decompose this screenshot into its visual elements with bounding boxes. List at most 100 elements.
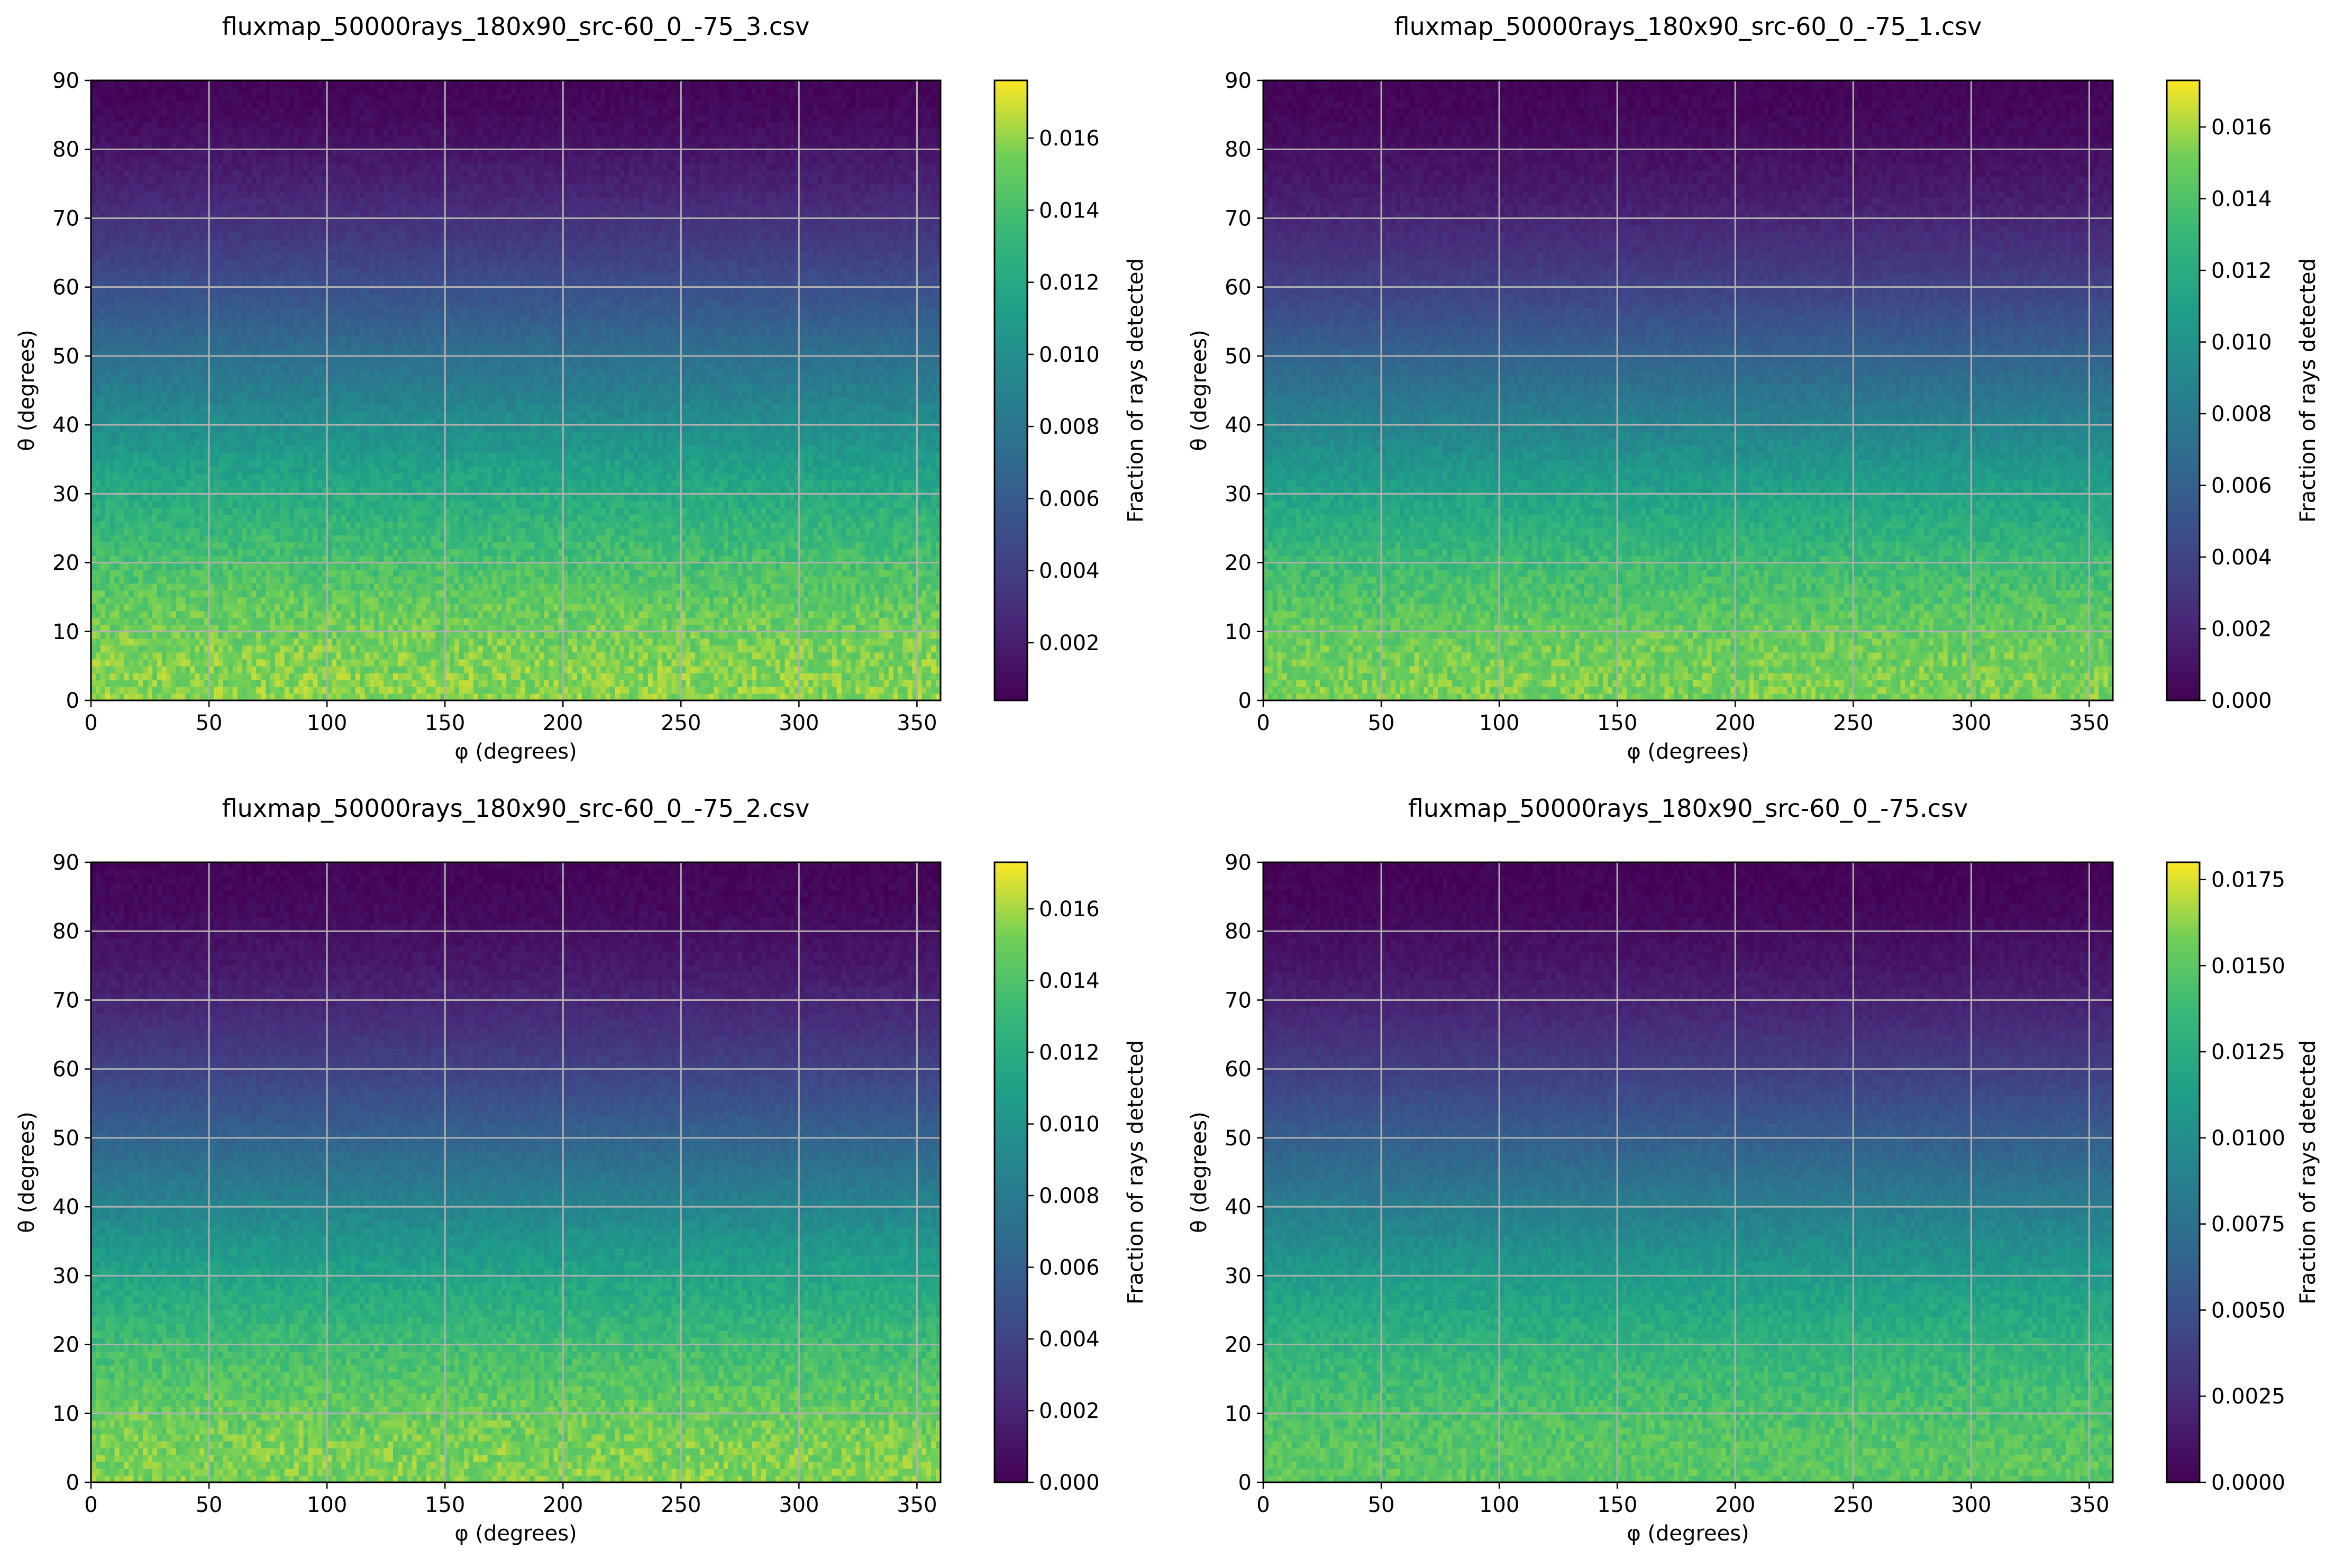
heatmap-cell [157, 673, 162, 680]
heatmap-cell [270, 659, 276, 667]
heatmap-cell [747, 645, 752, 653]
heatmap-cell [101, 645, 106, 653]
heatmap-cell [511, 659, 516, 667]
heatmap-cell [450, 659, 455, 667]
heatmap-cell [695, 666, 700, 673]
heatmap-cell [785, 680, 790, 687]
heatmap-cell [832, 687, 837, 694]
heatmap-cell [700, 652, 705, 660]
heatmap-cell [908, 666, 913, 673]
heatmap-cell [308, 645, 313, 653]
heatmap-cell [808, 652, 814, 660]
heatmap-cell [256, 673, 261, 680]
heatmap-cell [110, 652, 115, 660]
heatmap-cell [742, 659, 747, 667]
heatmap-cell [667, 645, 672, 653]
heatmap-cell [922, 680, 927, 687]
heatmap-cell [776, 680, 781, 687]
heatmap-cell [369, 673, 375, 680]
heatmap-cell [422, 659, 427, 667]
heatmap-cell [487, 652, 492, 660]
heatmap-cell [120, 652, 125, 660]
heatmap-cell [761, 659, 767, 667]
heatmap-cell [776, 687, 781, 694]
heatmap-cell [317, 645, 323, 653]
heatmap-cell [435, 652, 441, 660]
heatmap-cell [587, 666, 592, 673]
heatmap-cell [591, 659, 597, 667]
heatmap-cell [157, 680, 162, 687]
heatmap-cell [417, 659, 422, 667]
heatmap-cell [922, 666, 927, 673]
heatmap-cell [544, 687, 550, 694]
heatmap-cell [648, 652, 653, 660]
heatmap-cell [827, 687, 833, 694]
heatmap-cell [238, 645, 243, 653]
heatmap-cell [870, 680, 875, 687]
heatmap-cell [922, 673, 927, 680]
heatmap-cell [143, 680, 148, 687]
heatmap-cell [148, 645, 153, 653]
heatmap-cell [714, 666, 719, 673]
heatmap-cell [842, 673, 847, 680]
heatmap-cell [658, 687, 663, 694]
heatmap-cell [606, 673, 611, 680]
heatmap-cell [724, 673, 729, 680]
heatmap-cell [454, 680, 460, 687]
heatmap-cell [709, 652, 715, 660]
heatmap-cell [96, 659, 101, 667]
heatmap-cell [251, 673, 257, 680]
heatmap-cell [256, 687, 261, 694]
heatmap-cell [752, 673, 757, 680]
heatmap-cell [893, 659, 899, 667]
heatmap-cell [549, 687, 554, 694]
heatmap-cell [926, 666, 932, 673]
heatmap-cell [742, 652, 747, 660]
heatmap-cell [223, 659, 229, 667]
heatmap-cell [317, 673, 323, 680]
heatmap-cell [431, 659, 436, 667]
heatmap-cell [223, 680, 229, 687]
heatmap-cell [879, 687, 884, 694]
heatmap-cell [501, 659, 507, 667]
heatmap-cell [120, 659, 125, 667]
heatmap-cell [412, 673, 417, 680]
heatmap-cell [285, 687, 290, 694]
heatmap-cell [544, 645, 550, 653]
heatmap-cell [752, 687, 757, 694]
heatmap-cell [317, 680, 323, 687]
heatmap-cell [506, 652, 512, 660]
heatmap-cell [908, 673, 913, 680]
heatmap-cell [223, 673, 229, 680]
heatmap-cell [624, 645, 630, 653]
heatmap-cell [403, 673, 408, 680]
heatmap-cell [709, 673, 715, 680]
heatmap-cell [185, 680, 190, 687]
heatmap-cell [568, 687, 573, 694]
heatmap-cell [233, 645, 238, 653]
heatmap-cell [332, 652, 337, 660]
heatmap-cell [695, 659, 700, 667]
heatmap-cell [105, 687, 111, 694]
heatmap-cell [398, 652, 403, 660]
heatmap-cell [511, 680, 516, 687]
heatmap-cell [181, 673, 186, 680]
heatmap-cell [336, 645, 342, 653]
heatmap-cell [624, 666, 630, 673]
heatmap-cell [393, 687, 398, 694]
heatmap-cell [634, 645, 639, 653]
heatmap-cell [393, 645, 398, 653]
heatmap-cell [653, 687, 658, 694]
heatmap-cell [185, 666, 190, 673]
heatmap-cell [667, 666, 672, 673]
heatmap-cell [903, 666, 908, 673]
heatmap-cell [492, 680, 497, 687]
heatmap-cell [756, 659, 762, 667]
heatmap-cell [898, 673, 904, 680]
heatmap-cell [280, 652, 285, 660]
heatmap-cell [294, 645, 299, 653]
heatmap-cell [842, 680, 847, 687]
heatmap-cell [412, 652, 417, 660]
heatmap-cell [218, 645, 224, 653]
heatmap-cell [199, 652, 205, 660]
